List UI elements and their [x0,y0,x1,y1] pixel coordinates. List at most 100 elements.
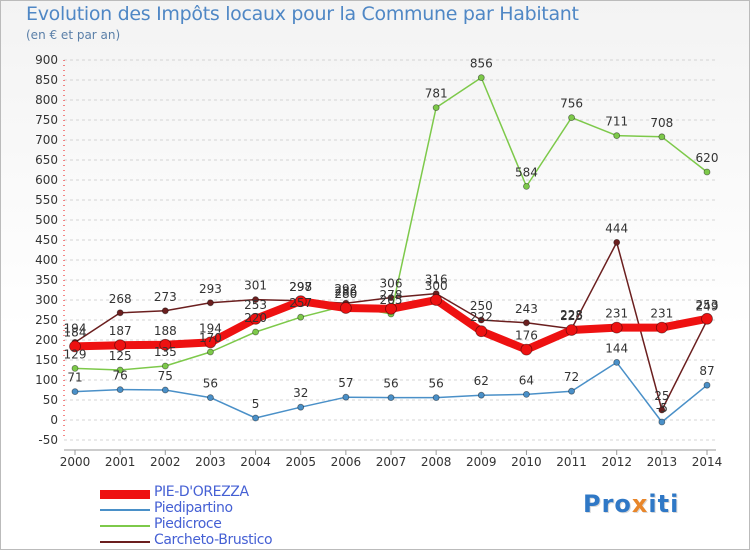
x-tick-label: 2003 [195,455,226,469]
data-point-piedipartino [116,386,124,394]
y-tick-label: 750 [35,113,58,127]
data-point-piedicroce [207,348,214,356]
data-point-pie-d-orezza [114,339,127,352]
legend-label-piedicroce: Piedicroce [154,516,222,532]
data-label-pie-d-orezza: 280 [334,287,357,301]
data-point-piedipartino [703,381,711,389]
data-label-piedicroce: 265 [380,293,403,307]
data-point-piedicroce [523,182,530,190]
data-label-piedicroce: 584 [515,165,538,179]
data-label-piedipartino: 32 [293,386,308,400]
y-tick-label: 550 [35,193,58,207]
legend-swatch-pie-dorezza [100,490,150,499]
data-label-piedipartino: 75 [158,369,173,383]
y-tick-label: 150 [35,353,58,367]
data-label-piedipartino: 56 [383,377,398,391]
data-point-piedipartino [523,390,530,398]
data-label-pie-d-orezza: 297 [289,280,312,294]
data-label-carcheto-brustico: 273 [154,290,177,304]
y-tick-label: 200 [35,333,58,347]
data-label-carcheto-brustico: 301 [244,279,267,293]
x-tick-label: 2000 [60,455,91,469]
data-point-pie-d-orezza [520,343,533,356]
data-point-carcheto-brustico [523,319,530,327]
data-label-pie-d-orezza: 188 [154,324,177,338]
x-tick-label: 2010 [511,455,542,469]
data-label-piedipartino: 62 [474,374,489,388]
data-label-piedicroce: 286 [334,285,357,299]
data-label-pie-d-orezza: 231 [650,307,673,321]
data-point-piedicroce [297,313,305,321]
data-point-piedipartino [161,386,169,394]
x-tick-label: 2014 [692,455,723,469]
data-label-piedicroce: 708 [650,116,673,130]
x-tick-label: 2004 [240,455,271,469]
data-point-piedicroce [477,74,485,81]
data-label-pie-d-orezza: 231 [605,307,628,321]
y-tick-label: 800 [35,93,58,107]
data-point-piedipartino [477,391,485,399]
x-tick-label: 2008 [421,455,452,469]
x-tick-label: 2002 [150,455,181,469]
data-label-piedicroce: 257 [289,296,312,310]
data-point-pie-d-orezza [69,340,81,353]
data-point-pie-d-orezza [385,302,397,315]
legend-label-piedipartino: Piedipartino [154,500,233,516]
data-label-carcheto-brustico: 268 [109,292,132,306]
y-tick-label: 900 [35,53,58,67]
data-label-piedicroce: 711 [605,115,628,129]
data-point-piedipartino [252,414,259,422]
y-tick-label: 600 [35,173,58,187]
data-label-piedicroce: 135 [154,345,177,359]
data-point-pie-d-orezza [159,338,172,351]
y-tick-label: 650 [35,153,58,167]
data-label-carcheto-brustico: 243 [515,302,538,316]
data-label-pie-d-orezza: 225 [560,309,583,323]
data-point-pie-d-orezza [204,336,217,349]
data-label-piedipartino: 72 [564,370,579,384]
data-point-carcheto-brustico [116,309,124,317]
data-label-piedicroce: 170 [199,331,222,345]
data-label-pie-d-orezza: 300 [425,279,448,293]
data-point-piedipartino [658,418,666,426]
data-label-piedicroce: 756 [560,97,583,111]
data-point-piedipartino [71,388,79,396]
data-label-piedipartino: 87 [699,364,714,378]
data-point-pie-d-orezza [655,321,668,334]
data-label-piedipartino: 5 [252,397,260,411]
data-point-pie-d-orezza [475,325,488,338]
data-label-piedipartino: 56 [429,377,444,391]
data-point-pie-d-orezza [430,294,443,306]
data-point-piedicroce [432,104,440,111]
x-tick-label: 2013 [647,455,678,469]
data-label-piedicroce: 781 [425,87,448,101]
data-label-piedicroce: 620 [696,151,719,165]
y-tick-label: 300 [35,293,58,307]
data-label-piedipartino: 71 [67,371,82,385]
proxiti-logo: Proxiti [583,490,680,518]
legend-label-pie-dorezza: PIE-D'OREZZA [154,484,249,500]
data-label-carcheto-brustico: 316 [425,273,448,287]
data-point-piedipartino [613,358,621,366]
data-point-piedicroce [71,364,79,372]
data-point-piedicroce [116,366,124,374]
data-point-piedipartino [297,403,305,411]
data-point-piedipartino [207,394,214,402]
data-label-carcheto-brustico: 306 [380,277,403,291]
data-label-pie-d-orezza: 194 [199,321,222,335]
data-label-carcheto-brustico: 25 [654,389,669,403]
y-tick-label: 450 [35,233,58,247]
x-tick-label: 2001 [105,455,136,469]
x-tick-label: 2007 [376,455,407,469]
x-tick-label: 2011 [556,455,587,469]
data-label-pie-d-orezza: 253 [244,298,267,312]
y-tick-label: 0 [50,413,58,427]
data-point-pie-d-orezza [294,295,307,308]
data-label-piedicroce: 125 [109,349,132,363]
data-label-piedipartino: 76 [113,369,128,383]
y-tick-label: 250 [35,313,58,327]
data-label-pie-d-orezza: 187 [109,324,132,338]
y-tick-label: -50 [38,433,58,447]
data-label-carcheto-brustico: 228 [560,308,583,322]
